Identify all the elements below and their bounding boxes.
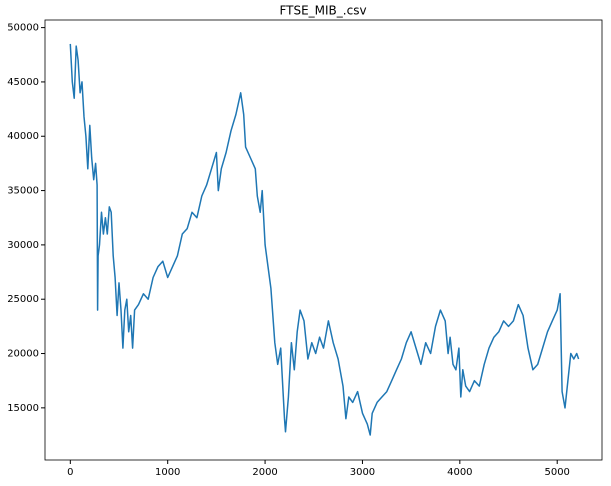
y-tick-label: 45000 [7,77,39,88]
x-tick-label: 1000 [155,467,180,478]
y-tick-label: 20000 [7,349,39,360]
chart-title: FTSE_MIB_.csv [279,4,366,18]
y-tick-label: 30000 [7,240,39,251]
y-tick-label: 50000 [7,23,39,34]
y-tick-label: 35000 [7,186,39,197]
x-tick-label: 4000 [447,467,472,478]
y-tick-label: 40000 [7,131,39,142]
x-tick-label: 5000 [544,467,569,478]
line [69,43,580,436]
y-tick-label: 25000 [7,294,39,305]
x-tick-label: 0 [67,467,73,478]
x-tick-label: 3000 [350,467,375,478]
y-tick-label: 15000 [7,403,39,414]
axes-frame [44,19,603,461]
x-tick-label: 2000 [252,467,277,478]
